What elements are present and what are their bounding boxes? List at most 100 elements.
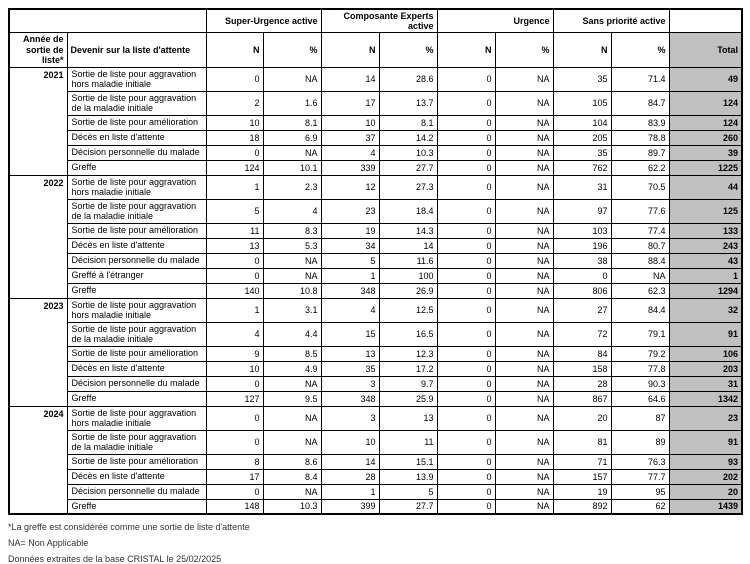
n-cell: 0 <box>205 483 264 500</box>
n-column-header: N <box>436 32 496 68</box>
n-column-header: N <box>552 32 612 68</box>
pct-cell: NA <box>262 66 322 92</box>
n-cell: 0 <box>436 222 496 239</box>
pct-cell: 28.6 <box>378 66 438 92</box>
total-cell: 20 <box>668 483 743 500</box>
n-cell: 0 <box>205 429 264 455</box>
table-row: Décès en liste d'attente 10 4.9 35 17.2 0 NA 15… <box>9 360 743 377</box>
table-body: 2021 Sortie de liste pour aggravation hor… <box>8 66 743 515</box>
total-cell: 39 <box>668 144 743 161</box>
pct-cell: NA <box>494 222 554 239</box>
pct-cell: 89.7 <box>610 144 670 161</box>
pct-cell: 14 <box>378 237 438 254</box>
total-cell: 1225 <box>668 159 743 176</box>
n-cell: 15 <box>320 321 380 347</box>
outcome-label-cell: Sortie de liste pour aggravation hors ma… <box>66 66 207 92</box>
outcome-label-cell: Greffe <box>66 498 207 515</box>
pct-cell: 62 <box>610 498 670 515</box>
pct-cell: 100 <box>378 267 438 284</box>
n-cell: 28 <box>552 375 612 392</box>
n-cell: 0 <box>436 282 496 299</box>
n-cell: 10 <box>320 114 380 131</box>
n-cell: 35 <box>552 66 612 92</box>
pct-cell: NA <box>494 114 554 131</box>
total-cell: 260 <box>668 129 743 146</box>
n-cell: 4 <box>205 321 264 347</box>
pct-cell: 80.7 <box>610 237 670 254</box>
n-column-header: N <box>205 32 264 68</box>
n-cell: 8 <box>205 453 264 470</box>
table-row: 2023 Sortie de liste pour aggravation hor… <box>8 297 743 407</box>
total-cell: 243 <box>668 237 743 254</box>
table-row: Greffé à l'étranger 0 NA 1 100 0 NA 0 NA 1 <box>9 267 743 284</box>
outcome-label-cell: Décès en liste d'attente <box>66 237 207 254</box>
table-row: Greffe 140 10.8 348 26.9 0 NA 806 62.3 1294 <box>9 282 743 299</box>
table-row: Greffe 127 9.5 348 25.9 0 NA 867 64.6 1342 <box>9 390 743 407</box>
pct-cell: 25.9 <box>378 390 438 407</box>
n-cell: 14 <box>320 66 380 92</box>
n-cell: 105 <box>552 90 612 116</box>
pct-cell: NA <box>262 375 322 392</box>
outcome-label-cell: Sortie de liste pour aggravation hors ma… <box>66 174 207 200</box>
outcome-label-cell: Sortie de liste pour aggravation hors ma… <box>66 297 207 323</box>
pct-cell: NA <box>262 483 322 500</box>
table-row: Greffe 124 10.1 339 27.7 0 NA 762 62.2 1225 <box>9 159 743 176</box>
pct-cell: 8.1 <box>378 114 438 131</box>
table-row: Sortie de liste pour aggravation de la m… <box>9 90 743 116</box>
n-cell: 1 <box>320 267 380 284</box>
n-cell: 81 <box>552 429 612 455</box>
n-cell: 0 <box>436 345 496 362</box>
total-cell: 124 <box>668 114 743 131</box>
total-cell: 43 <box>668 252 743 269</box>
outcome-label-cell: Greffe <box>66 390 207 407</box>
outcome-label-cell: Décès en liste d'attente <box>66 129 207 146</box>
n-cell: 103 <box>552 222 612 239</box>
n-cell: 0 <box>205 144 264 161</box>
total-cell: 91 <box>668 429 743 455</box>
n-cell: 23 <box>320 198 380 224</box>
outcome-label-cell: Décision personnelle du malade <box>66 144 207 161</box>
n-cell: 84 <box>552 345 612 362</box>
n-cell: 867 <box>552 390 612 407</box>
total-cell: 93 <box>668 453 743 470</box>
pct-cell: NA <box>494 483 554 500</box>
n-cell: 0 <box>436 468 496 485</box>
n-cell: 35 <box>552 144 612 161</box>
n-cell: 17 <box>205 468 264 485</box>
n-cell: 28 <box>320 468 380 485</box>
n-cell: 5 <box>320 252 380 269</box>
n-cell: 339 <box>320 159 380 176</box>
n-cell: 892 <box>552 498 612 515</box>
n-cell: 4 <box>320 297 380 323</box>
total-cell: 1294 <box>668 282 743 299</box>
table-row: Décision personnelle du malade 0 NA 3 9.7 0 NA… <box>9 375 743 392</box>
n-cell: 5 <box>205 198 264 224</box>
pct-cell: 8.3 <box>262 222 322 239</box>
pct-cell: 79.2 <box>610 345 670 362</box>
outcome-label-cell: Sortie de liste pour aggravation hors ma… <box>66 405 207 431</box>
year-cell: 2021 <box>8 66 68 176</box>
table-row: 2024 Sortie de liste pour aggravation hor… <box>8 405 743 515</box>
n-cell: 399 <box>320 498 380 515</box>
pct-cell: NA <box>494 144 554 161</box>
table-row: Sortie de liste pour aggravation de la m… <box>9 321 743 347</box>
total-cell: 1342 <box>668 390 743 407</box>
n-cell: 205 <box>552 129 612 146</box>
pct-cell: NA <box>494 345 554 362</box>
column-group-urgence: Urgence <box>436 8 554 33</box>
total-cell: 202 <box>668 468 743 485</box>
pct-cell: 87 <box>610 405 670 431</box>
n-cell: 0 <box>436 90 496 116</box>
pct-cell: 4.9 <box>262 360 322 377</box>
outcome-label-cell: Greffé à l'étranger <box>66 267 207 284</box>
outcome-label-cell: Greffe <box>66 282 207 299</box>
pct-cell: 13.9 <box>378 468 438 485</box>
outcome-label-cell: Décision personnelle du malade <box>66 375 207 392</box>
n-cell: 17 <box>320 90 380 116</box>
table-row: Décès en liste d'attente 18 6.9 37 14.2 0 NA 20… <box>9 129 743 146</box>
column-group-super-urgence: Super-Urgence active <box>205 8 322 33</box>
total-cell: 23 <box>668 405 743 431</box>
n-cell: 0 <box>436 144 496 161</box>
table-row: Décision personnelle du malade 0 NA 1 5 0 NA 19… <box>9 483 743 500</box>
pct-cell: 12.5 <box>378 297 438 323</box>
